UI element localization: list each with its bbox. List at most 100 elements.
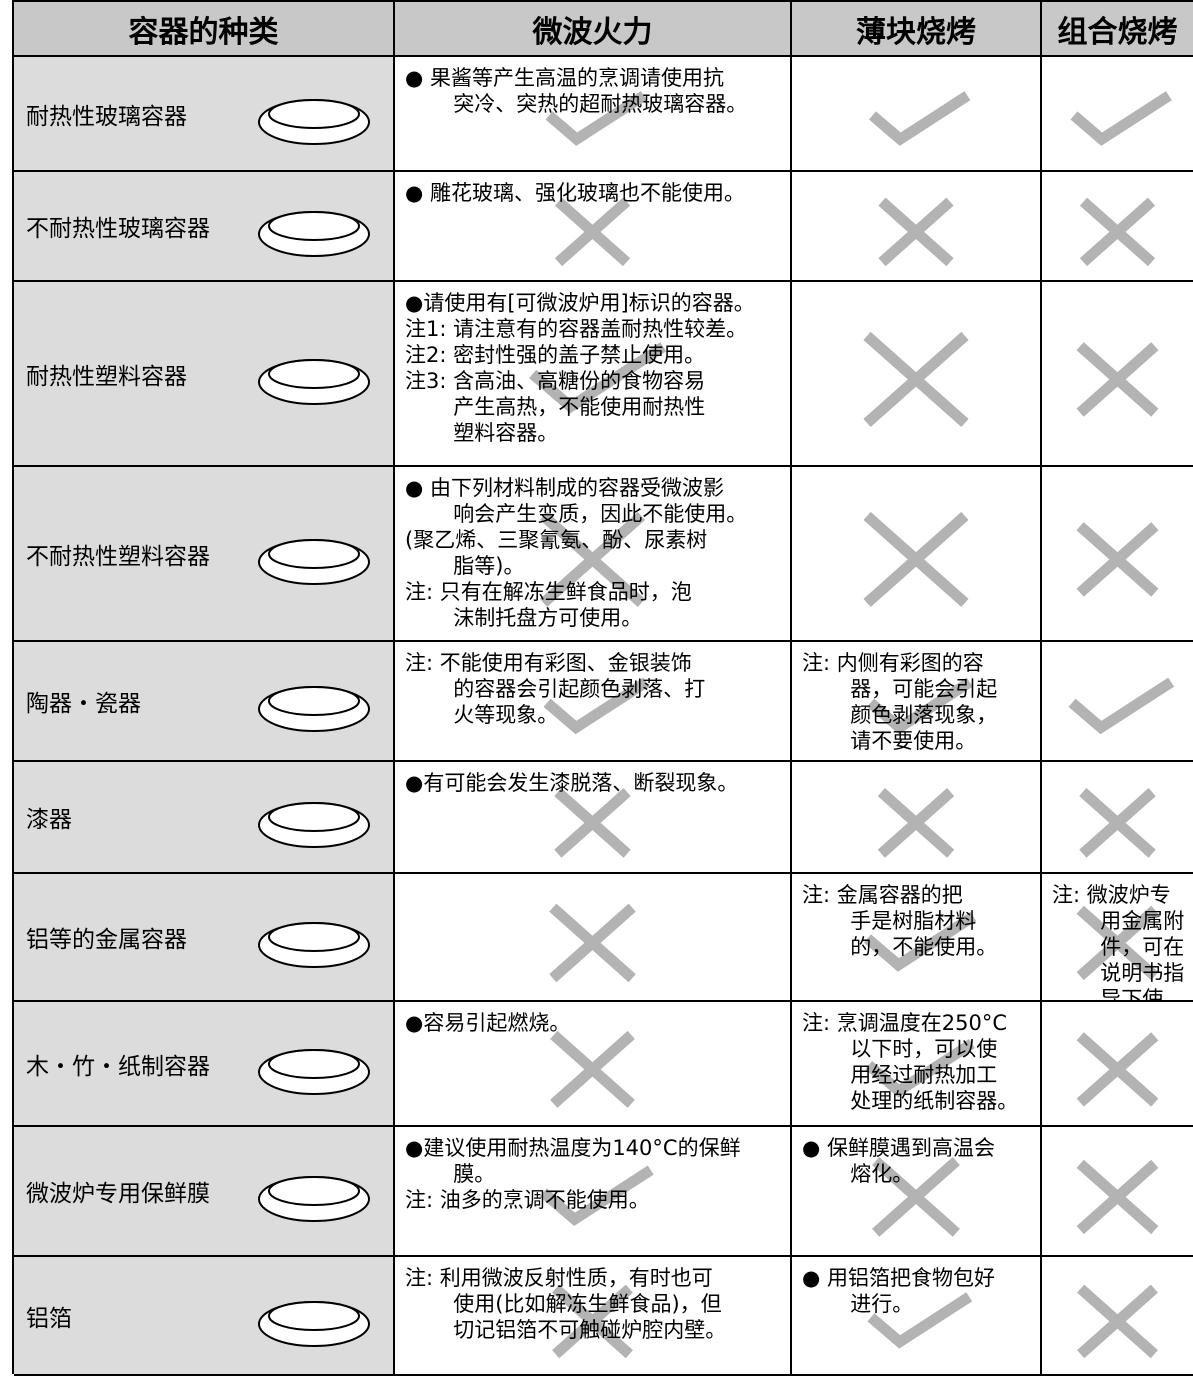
check-stroke xyxy=(529,342,667,414)
status-cell xyxy=(1042,762,1193,874)
cell-text: 注: 不能使用有彩图、金银装饰 的容器会引起颜色剥落、打 火等现象。 xyxy=(395,642,790,728)
row-label-text: 不耐热性玻璃容器 xyxy=(26,216,210,242)
row-label-text: 陶器・瓷器 xyxy=(26,691,141,717)
row-label: 铝等的金属容器 xyxy=(14,874,395,1002)
text-line: 注: 不能使用有彩图、金银装饰 xyxy=(405,651,692,675)
header-cell: 组合烧烤 xyxy=(1042,2,1193,57)
text-line: 注: 金属容器的把 xyxy=(802,883,963,907)
status-cell: ●请使用有[可微波炉用]标识的容器。 注1: 请注意有的容器盖耐热性较差。 注2: … xyxy=(395,282,792,467)
icon-outline xyxy=(268,1176,360,1206)
cross-stroke xyxy=(539,511,646,607)
container-icon xyxy=(258,922,370,968)
cross-mark xyxy=(554,197,631,267)
text-line: 熔化。 xyxy=(850,1162,914,1186)
status-cell xyxy=(1042,1127,1193,1257)
text-line: 颜色剥落现象， xyxy=(850,703,998,727)
check-mark xyxy=(539,1165,654,1227)
cross-stroke xyxy=(1077,1284,1158,1359)
text-line: 处理的纸制容器。 xyxy=(850,1089,1019,1113)
text-line: 注: 烹调温度在250°C xyxy=(802,1011,1007,1035)
cross-stroke xyxy=(1076,905,1159,981)
text-line: 用经过耐热加工 xyxy=(850,1063,998,1087)
container-icon xyxy=(258,98,370,145)
cross-stroke xyxy=(1076,1032,1159,1107)
status-cell: 注: 利用微波反射性质，有时也可 使用(比如解冻生鲜食品)，但 切记铝箔不可触碰炉腔… xyxy=(395,1257,792,1376)
icon-outline xyxy=(268,1300,360,1331)
check-mark xyxy=(867,677,973,735)
text-line: 以下时，可以使 xyxy=(850,1037,998,1061)
cell-text: ●容易引起燃烧。 xyxy=(395,1002,790,1036)
row-label: 铝箔 xyxy=(14,1257,395,1376)
cell-text: ● 保鲜膜遇到高温会 熔化。 xyxy=(792,1127,1040,1187)
cross-stroke xyxy=(1079,197,1156,267)
cross-stroke xyxy=(554,197,631,267)
row-label-text: 铝等的金属容器 xyxy=(26,927,187,953)
status-cell xyxy=(1042,282,1193,467)
row-label-text: 微波炉专用保鲜膜 xyxy=(26,1181,210,1207)
cross-stroke xyxy=(550,1030,635,1108)
cross-mark xyxy=(877,788,955,858)
cross-stroke xyxy=(554,788,631,858)
text-line: 进行。 xyxy=(850,1292,914,1316)
text-line: 导下使 xyxy=(1100,987,1164,1002)
text-line: ●建议使用耐热温度为140°C的保鲜 xyxy=(405,1136,741,1160)
cell-text: ● 用铝箔把食物包好 进行。 xyxy=(792,1257,1040,1317)
text-line: 器，可能会引起 xyxy=(850,677,998,701)
status-cell: ●建议使用耐热温度为140°C的保鲜 膜。 注: 油多的烹调不能使用。 xyxy=(395,1127,792,1257)
cross-stroke xyxy=(877,788,955,858)
cell-text: ●请使用有[可微波炉用]标识的容器。 注1: 请注意有的容器盖耐热性较差。 注2: … xyxy=(395,282,790,446)
cross-mark xyxy=(1079,788,1156,858)
status-cell xyxy=(1042,467,1193,642)
status-cell: ● 保鲜膜遇到高温会 熔化。 xyxy=(792,1127,1042,1257)
text-line: 切记铝箔不可触碰炉腔内壁。 xyxy=(453,1318,727,1342)
status-cell xyxy=(792,172,1042,282)
check-stroke xyxy=(867,677,973,735)
cross-mark xyxy=(550,1030,635,1108)
icon-outline xyxy=(268,211,360,241)
container-icon xyxy=(258,1048,370,1095)
check-mark xyxy=(1070,91,1172,146)
cross-stroke xyxy=(1076,522,1159,597)
check-stroke xyxy=(539,1165,654,1227)
text-line: 的容器会引起颜色剥落、打 xyxy=(453,677,706,701)
status-cell: ● 用铝箔把食物包好 进行。 xyxy=(792,1257,1042,1376)
text-line: 使用(比如解冻生鲜食品)，但 xyxy=(453,1292,722,1316)
text-line: ● 由下列材料制成的容器受微波影 xyxy=(405,476,724,500)
text-line: 手是树脂材料 xyxy=(850,909,977,933)
text-line: 突冷、突热的超耐热玻璃容器。 xyxy=(453,92,748,116)
container-icon xyxy=(258,802,370,848)
text-line: 注: 利用微波反射性质，有时也可 xyxy=(405,1266,713,1290)
status-cell xyxy=(792,282,1042,467)
icon-outline xyxy=(268,922,360,952)
text-line: 说明书指 xyxy=(1100,961,1185,985)
cross-mark xyxy=(872,1157,960,1237)
container-icon xyxy=(258,1176,370,1222)
text-line: 请不要使用。 xyxy=(850,729,977,753)
cross-mark xyxy=(863,331,969,428)
check-mark xyxy=(543,677,650,735)
status-cell: ● 果酱等产生高温的烹调请使用抗 突冷、突热的超耐热玻璃容器。 xyxy=(395,57,792,172)
text-line: 用金属附 xyxy=(1100,909,1185,933)
cross-mark xyxy=(1076,522,1159,597)
text-line: ●有可能会发生漆脱落、断裂现象。 xyxy=(405,771,739,795)
cross-mark xyxy=(878,197,954,267)
cell-text: ● 果酱等产生高温的烹调请使用抗 突冷、突热的超耐热玻璃容器。 xyxy=(395,57,790,117)
text-line: 火等现象。 xyxy=(453,703,559,727)
row-label-text: 耐热性玻璃容器 xyxy=(26,103,187,130)
cell-text: 注: 利用微波反射性质，有时也可 使用(比如解冻生鲜食品)，但 切记铝箔不可触碰炉腔… xyxy=(395,1257,790,1343)
row-label: 耐热性塑料容器 xyxy=(14,282,395,467)
container-icon xyxy=(258,211,370,257)
text-line: 脂等)。 xyxy=(453,554,525,578)
check-stroke xyxy=(1068,677,1175,735)
cell-text: ● 雕花玻璃、强化玻璃也不能使用。 xyxy=(395,172,790,206)
row-label-text: 木・竹・纸制容器 xyxy=(26,1053,210,1080)
cell-text: 注: 金属容器的把 手是树脂材料 的，不能使用。 xyxy=(792,874,1040,960)
cell-text: ●建议使用耐热温度为140°C的保鲜 膜。 注: 油多的烹调不能使用。 xyxy=(395,1127,790,1213)
text-line: 膜。 xyxy=(453,1162,496,1186)
icon-outline xyxy=(268,1048,360,1079)
text-line: 注: 油多的烹调不能使用。 xyxy=(405,1188,650,1212)
text-line: ● 用铝箔把食物包好 xyxy=(802,1266,995,1290)
